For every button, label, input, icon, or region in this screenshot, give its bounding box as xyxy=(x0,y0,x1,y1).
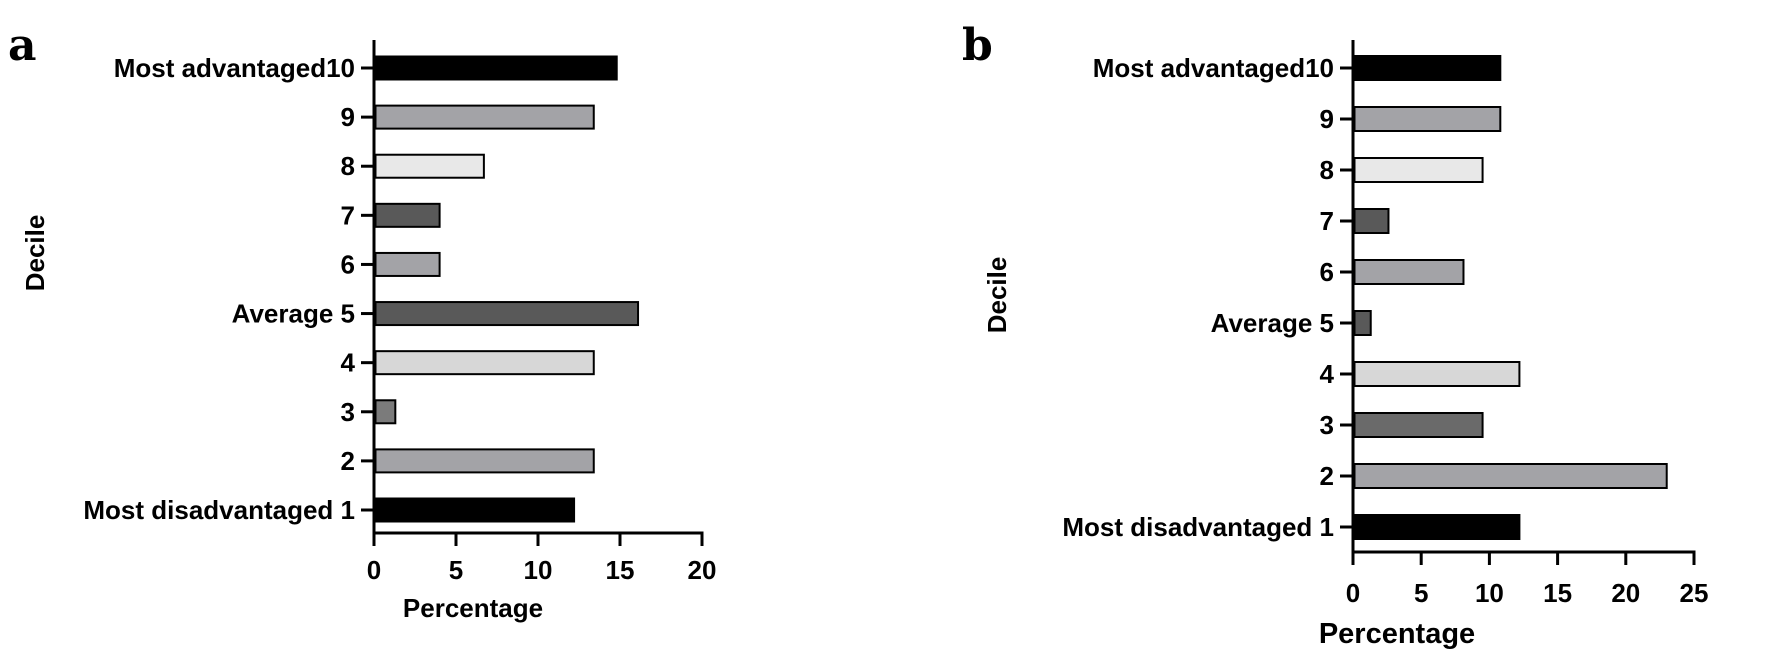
panel-b-y-tick-label: 3 xyxy=(1320,410,1334,440)
panel-a: a Decile Percentage Most disadvantaged 1… xyxy=(8,20,716,623)
panel-a-plot: Most disadvantaged 1 2 3 4 Average 5 6 7 8 9 Most… xyxy=(83,40,716,585)
panel-a-x-tick-label: 5 xyxy=(449,555,463,585)
panel-b-bar xyxy=(1353,208,1390,234)
panel-b-bar xyxy=(1353,361,1521,387)
panel-b-letter: b xyxy=(962,20,993,71)
panel-b-y-tick-label: 8 xyxy=(1320,155,1334,185)
panel-b-y-tick-label: 2 xyxy=(1320,461,1334,491)
panel-b-bar xyxy=(1353,310,1372,336)
panel-a-bar xyxy=(374,153,485,179)
panel-a-y-tick-label: 8 xyxy=(341,151,355,181)
panel-b-bar xyxy=(1353,514,1521,540)
panel-b-y-tick-label: Most advantaged10 xyxy=(1093,53,1334,83)
panel-b-y-tick-label: Most disadvantaged 1 xyxy=(1062,512,1334,542)
panel-a-x-tick-label: 20 xyxy=(688,555,717,585)
panel-a-x-axis-title: Percentage xyxy=(403,593,543,623)
panel-b-bar xyxy=(1353,412,1484,438)
panel-a-bar xyxy=(374,251,441,277)
panel-a-x-tick-label: 0 xyxy=(367,555,381,585)
panel-b-x-tick-label: 25 xyxy=(1680,578,1709,608)
panel-b-bar xyxy=(1353,259,1465,285)
panel-b-y-tick-label: 6 xyxy=(1320,257,1334,287)
panel-b-y-tick-label: 4 xyxy=(1320,359,1335,389)
panel-b-y-axis-title: Decile xyxy=(982,257,1012,334)
panel-a-y-tick-label: 2 xyxy=(341,446,355,476)
panel-a-y-tick-label: Average 5 xyxy=(232,299,355,329)
panel-a-bar xyxy=(374,55,618,81)
panel-a-y-tick-label: 4 xyxy=(341,348,356,378)
panel-b-x-tick-label: 10 xyxy=(1475,578,1504,608)
panel-b-x-axis-title: Percentage xyxy=(1319,618,1475,650)
panel-a-y-tick-label: 7 xyxy=(341,200,355,230)
panel-a-x-tick-label: 15 xyxy=(606,555,635,585)
panel-a-bar xyxy=(374,497,576,523)
panel-a-y-axis-title: Decile xyxy=(20,215,50,292)
panel-a-y-tick-label: 6 xyxy=(341,249,355,279)
panel-a-bar xyxy=(374,104,595,130)
panel-a-y-tick-label: Most advantaged10 xyxy=(114,53,355,83)
panel-a-bar xyxy=(374,301,640,327)
panel-a-bar xyxy=(374,202,441,228)
panel-b-x-tick-label: 20 xyxy=(1611,578,1640,608)
panel-a-y-tick-label: 9 xyxy=(341,102,355,132)
panel-b-y-tick-label: 9 xyxy=(1320,104,1334,134)
panel-b-x-tick-label: 5 xyxy=(1414,578,1428,608)
panel-b-bar xyxy=(1353,463,1668,489)
panel-b-bar xyxy=(1353,55,1502,81)
panel-b-y-tick-label: Average 5 xyxy=(1211,308,1334,338)
panel-a-y-tick-label: Most disadvantaged 1 xyxy=(83,495,355,525)
panel-b-plot: Most disadvantaged 1 2 3 4 Average 5 6 7 8 9 Most… xyxy=(1062,40,1708,608)
panel-b: b Decile Percentage Most disadvantaged 1… xyxy=(962,20,1708,650)
panel-b-x-tick-label: 0 xyxy=(1346,578,1360,608)
panel-a-bar xyxy=(374,448,595,474)
panel-b-y-tick-label: 7 xyxy=(1320,206,1334,236)
panel-a-y-tick-label: 3 xyxy=(341,397,355,427)
panel-b-x-tick-label: 15 xyxy=(1543,578,1572,608)
panel-a-bar xyxy=(374,350,595,376)
panel-a-bar xyxy=(374,399,397,425)
panel-a-x-tick-label: 10 xyxy=(524,555,553,585)
panel-b-bar xyxy=(1353,157,1484,183)
panel-b-bar xyxy=(1353,106,1502,132)
panel-a-letter: a xyxy=(8,20,37,71)
